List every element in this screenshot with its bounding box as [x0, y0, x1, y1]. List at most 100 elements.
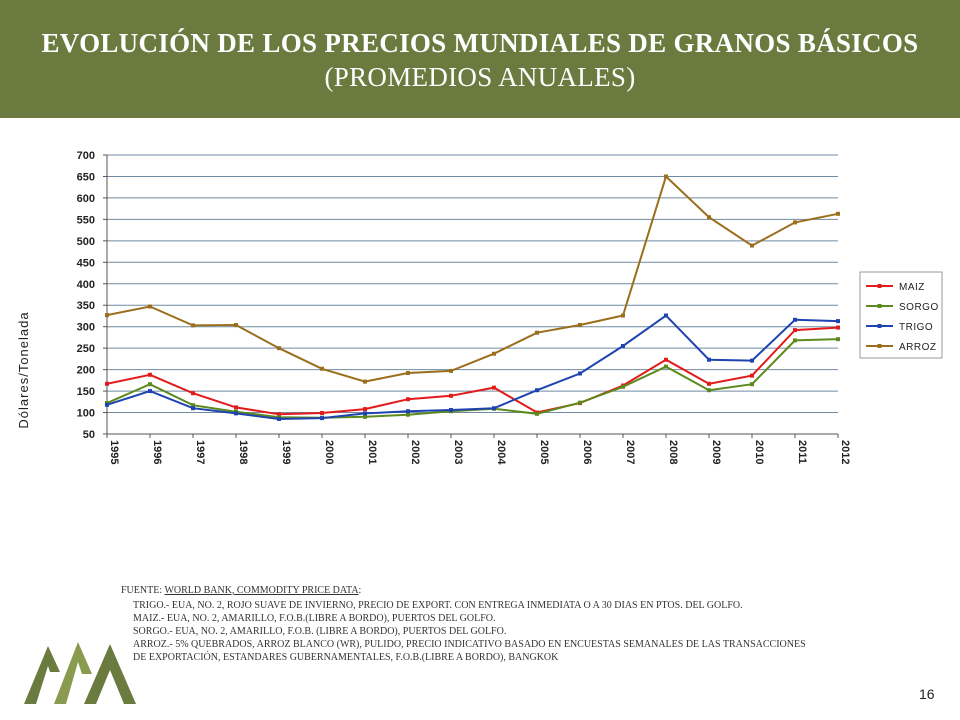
data-point-sorgo — [793, 338, 797, 343]
source-notes: FUENTE: WORLD BANK, COMMODITY PRICE DATA… — [121, 584, 951, 664]
data-point-maiz — [707, 381, 711, 386]
data-point-arroz — [363, 379, 367, 384]
data-point-arroz — [535, 330, 539, 335]
data-point-maiz — [191, 391, 195, 396]
data-point-maiz — [320, 410, 324, 415]
data-point-sorgo — [406, 412, 410, 417]
data-point-trigo — [578, 371, 582, 376]
title-line-2: (PROMEDIOS ANUALES) — [324, 62, 636, 92]
legend-marker — [877, 344, 882, 348]
data-point-trigo — [277, 416, 281, 421]
x-tick-label: 1997 — [194, 440, 206, 464]
data-point-arroz — [449, 368, 453, 373]
note-arroz-1: ARROZ.- 5% QUEBRADOS, ARROZ BLANCO (WR),… — [133, 639, 806, 650]
x-tick-label: 2008 — [667, 440, 679, 464]
y-tick-label: 500 — [77, 236, 95, 248]
data-point-sorgo — [363, 414, 367, 419]
data-point-sorgo — [535, 411, 539, 416]
data-point-trigo — [836, 319, 840, 324]
legend-label: TRIGO — [899, 322, 933, 333]
data-point-trigo — [664, 313, 668, 318]
source-name: WORLD BANK, COMMODITY PRICE DATA — [164, 585, 359, 596]
x-tick-label: 2004 — [495, 440, 507, 465]
x-tick-label: 2000 — [323, 440, 335, 464]
page-number: 16 — [919, 686, 935, 702]
data-point-trigo — [363, 411, 367, 416]
data-point-maiz — [664, 357, 668, 362]
x-tick-label: 2005 — [538, 440, 550, 464]
legend-marker — [877, 324, 882, 328]
data-point-sorgo — [707, 388, 711, 393]
y-tick-label: 150 — [77, 386, 95, 398]
x-tick-label: 2003 — [452, 440, 464, 464]
y-tick-label: 200 — [77, 365, 95, 377]
data-point-maiz — [234, 405, 238, 410]
y-tick-label: 650 — [77, 171, 95, 183]
data-point-sorgo — [664, 364, 668, 369]
x-tick-label: 2011 — [796, 440, 808, 464]
data-point-maiz — [449, 393, 453, 398]
data-point-arroz — [492, 351, 496, 356]
y-tick-label: 600 — [77, 193, 95, 205]
data-point-trigo — [535, 388, 539, 393]
series-lines — [105, 174, 840, 421]
data-point-sorgo — [148, 382, 152, 387]
data-point-arroz — [191, 323, 195, 328]
note-trigo: TRIGO.- EUA, NO. 2, ROJO SUAVE DE INVIER… — [133, 600, 743, 611]
data-point-trigo — [621, 344, 625, 349]
data-point-trigo — [449, 407, 453, 412]
x-tick-labels: 1995 1996 1997 1998 1999 2000 2001 2002 2003 2004… — [108, 440, 851, 465]
source-line: FUENTE: WORLD BANK, COMMODITY PRICE DATA… — [121, 584, 951, 597]
data-point-maiz — [148, 372, 152, 377]
data-point-trigo — [234, 411, 238, 416]
y-tick-label: 700 — [77, 150, 95, 162]
organization-logo-icon — [24, 642, 136, 704]
y-axis-label: Dólares/Tonelada — [16, 311, 31, 428]
data-point-arroz — [320, 366, 324, 371]
data-point-trigo — [105, 402, 109, 407]
data-point-maiz — [793, 328, 797, 333]
series-line-maiz — [106, 326, 839, 416]
x-tick-label: 2002 — [409, 440, 421, 464]
note-sorgo: SORGO.- EUA, NO. 2, AMARILLO, F.O.B. (LI… — [133, 626, 507, 637]
price-line-chart: 50 100 150 200 250 300 350 400 450 500 550 600 650 70… — [16, 150, 943, 465]
x-tick-label: 2007 — [624, 440, 636, 464]
data-point-trigo — [492, 406, 496, 411]
data-point-arroz — [621, 313, 625, 318]
grid-lines — [103, 154, 839, 438]
data-point-arroz — [105, 313, 109, 318]
data-point-arroz — [664, 174, 668, 179]
y-tick-label: 450 — [77, 257, 95, 269]
y-tick-labels: 50 100 150 200 250 300 350 400 450 500 550 600 650 70… — [77, 150, 95, 441]
series-line-arroz — [106, 174, 839, 383]
x-tick-label: 2006 — [581, 440, 593, 464]
data-point-sorgo — [191, 403, 195, 408]
title-line-1: EVOLUCIÓN DE LOS PRECIOS MUNDIALES DE GR… — [41, 28, 919, 58]
x-tick-label: 2001 — [366, 440, 378, 464]
data-point-trigo — [793, 317, 797, 322]
data-point-arroz — [277, 346, 281, 351]
x-tick-label: 2009 — [710, 440, 722, 464]
x-tick-label: 1999 — [280, 440, 292, 464]
legend-marker — [877, 284, 882, 288]
title-banner: EVOLUCIÓN DE LOS PRECIOS MUNDIALES DE GR… — [0, 0, 960, 118]
slide-title: EVOLUCIÓN DE LOS PRECIOS MUNDIALES DE GR… — [0, 26, 960, 94]
x-tick-label: 2012 — [839, 440, 851, 464]
data-point-sorgo — [836, 337, 840, 342]
data-point-sorgo — [578, 400, 582, 405]
data-point-trigo — [750, 358, 754, 363]
y-tick-label: 300 — [77, 322, 95, 334]
y-tick-label: 550 — [77, 214, 95, 226]
data-point-maiz — [363, 407, 367, 412]
legend-marker — [877, 304, 882, 308]
data-point-trigo — [191, 406, 195, 411]
data-point-maiz — [406, 397, 410, 402]
series-line-sorgo — [106, 338, 839, 419]
data-point-maiz — [750, 373, 754, 378]
data-point-trigo — [320, 416, 324, 421]
data-point-maiz — [105, 381, 109, 386]
data-point-sorgo — [750, 382, 754, 387]
note-arroz-2: DE EXPORTACIÓN, ESTANDARES GUBERNAMENTAL… — [133, 652, 559, 663]
legend-label: ARROZ — [899, 342, 937, 353]
note-maiz: MAIZ.- EUA, NO. 2, AMARILLO, F.O.B.(LIBR… — [133, 613, 496, 624]
